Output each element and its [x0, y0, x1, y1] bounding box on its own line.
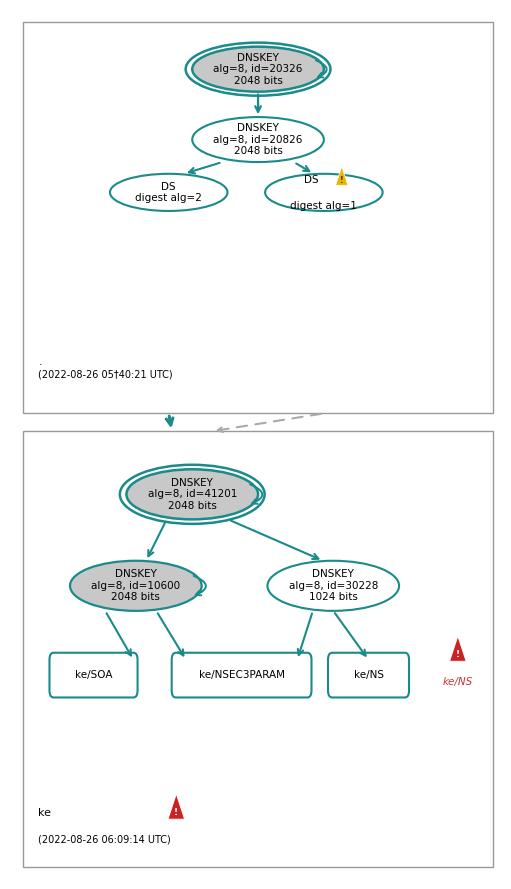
Bar: [23, 22, 493, 413]
Text: ke/NS: ke/NS: [443, 677, 473, 687]
Bar: [23, 431, 493, 867]
Text: .: .: [38, 357, 42, 367]
Text: DNSKEY
alg=8, id=30228
1024 bits: DNSKEY alg=8, id=30228 1024 bits: [289, 569, 378, 603]
Polygon shape: [168, 794, 184, 820]
Polygon shape: [336, 166, 348, 185]
FancyArrowPatch shape: [194, 576, 206, 596]
Text: !: !: [456, 650, 460, 659]
Ellipse shape: [126, 469, 258, 519]
FancyBboxPatch shape: [50, 653, 137, 698]
Text: !: !: [174, 807, 178, 817]
Polygon shape: [450, 636, 466, 661]
FancyBboxPatch shape: [328, 653, 409, 698]
Text: (2022-08-26 05†40:21 UTC): (2022-08-26 05†40:21 UTC): [38, 370, 173, 380]
Text: DNSKEY
alg=8, id=10600
2048 bits: DNSKEY alg=8, id=10600 2048 bits: [91, 569, 180, 603]
Text: ke/NSEC3PARAM: ke/NSEC3PARAM: [199, 670, 285, 680]
Text: ke/SOA: ke/SOA: [75, 670, 112, 680]
Ellipse shape: [110, 173, 227, 211]
Text: !: !: [340, 175, 343, 185]
Text: DNSKEY
alg=8, id=41201
2048 bits: DNSKEY alg=8, id=41201 2048 bits: [148, 477, 237, 511]
Text: DNSKEY
alg=8, id=20826
2048 bits: DNSKEY alg=8, id=20826 2048 bits: [214, 123, 303, 156]
Text: DNSKEY
alg=8, id=20326
2048 bits: DNSKEY alg=8, id=20326 2048 bits: [214, 52, 303, 85]
Ellipse shape: [192, 46, 324, 92]
Text: (2022-08-26 06:09:14 UTC): (2022-08-26 06:09:14 UTC): [38, 835, 171, 845]
Text: DS: DS: [304, 175, 318, 185]
FancyArrowPatch shape: [250, 485, 262, 504]
FancyArrowPatch shape: [316, 60, 327, 77]
Ellipse shape: [265, 173, 383, 211]
FancyBboxPatch shape: [172, 653, 312, 698]
Ellipse shape: [192, 117, 324, 162]
Ellipse shape: [267, 561, 399, 611]
Text: ke: ke: [38, 808, 51, 818]
Ellipse shape: [70, 561, 202, 611]
Text: digest alg=1: digest alg=1: [290, 201, 357, 211]
Text: ke/NS: ke/NS: [354, 670, 384, 680]
Text: DS
digest alg=2: DS digest alg=2: [135, 181, 202, 204]
